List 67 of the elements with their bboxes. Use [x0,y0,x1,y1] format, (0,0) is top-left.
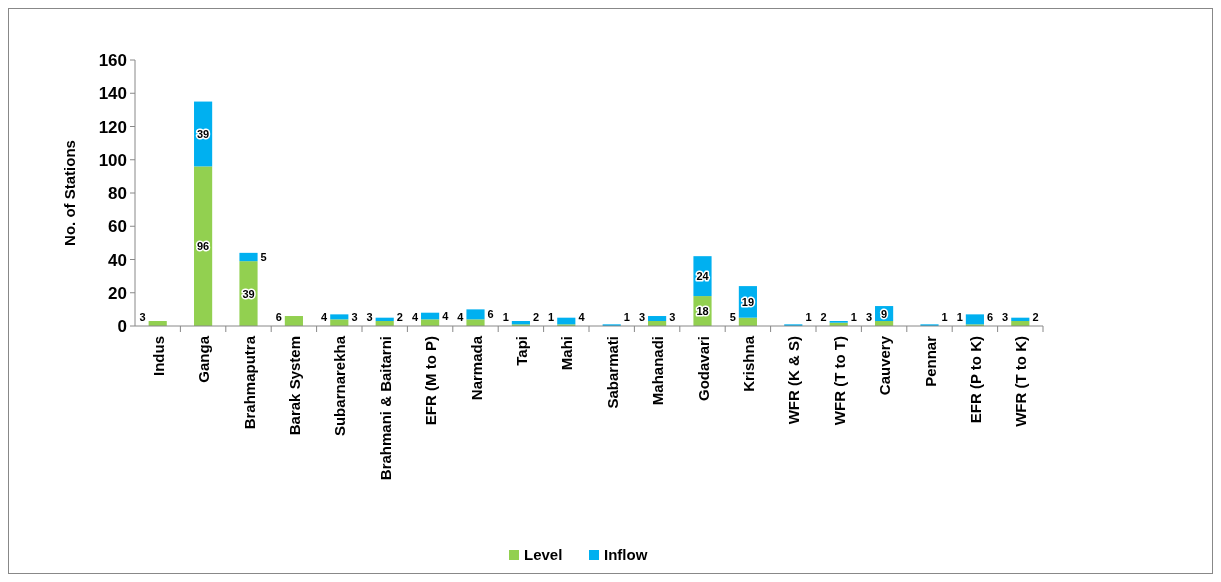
data-label: 9 [881,307,888,320]
y-tick-label: 0 [117,317,127,336]
x-tick-label: Godavari [694,336,712,402]
data-label: 1 [941,311,948,323]
x-tick-label: Brahmani & Baitarni [376,336,394,481]
x-tick-label: Tapi [512,336,530,366]
y-tick-label: 160 [98,51,127,70]
x-tick-label: WFR (K & S) [785,336,803,425]
data-label: 3 [1002,311,1009,323]
data-label: 1 [850,311,857,323]
data-label: 3 [366,311,373,323]
x-tick-label: Barak System [285,336,303,436]
data-label: 6 [275,311,282,323]
x-tick-label: Narmada [467,335,485,401]
data-label: 39 [196,127,210,140]
y-tick-label: 140 [98,84,127,104]
data-label: 2 [532,311,540,323]
x-tick-label: Brahmaputra [240,335,258,430]
data-label: 19 [741,295,755,308]
data-label: 3 [351,310,358,323]
x-tick-label: Indus [149,336,167,376]
x-tick-label: WFR (T to T) [830,336,848,426]
legend-label: Level [524,546,563,563]
y-tick-label: 20 [108,283,127,303]
data-label: 2 [396,311,403,323]
data-label: 5 [729,311,736,323]
data-label: 2 [1032,311,1039,323]
data-label: 1 [548,311,555,323]
data-label: 2 [820,311,827,323]
y-tick-label: 80 [108,184,127,203]
data-label: 6 [487,308,494,321]
x-tick-label: Krishna [739,335,757,392]
data-label: 39 [242,287,255,300]
y-tick-label: 120 [98,117,127,137]
x-tick-label: WFR (T to K) [1012,336,1030,427]
y-tick-label: 40 [108,250,127,270]
data-label: 4 [578,311,586,323]
y-tick-label: 60 [108,217,127,237]
data-label: 18 [696,305,709,318]
data-label: 3 [669,311,676,323]
data-label: 1 [805,311,812,323]
data-label: 4 [457,311,465,323]
y-axis-title: No. of Stations [61,140,78,246]
x-tick-label: Mahi [558,336,576,371]
legend-label: Inflow [604,546,648,563]
data-label: 3 [139,311,146,323]
data-label: 4 [442,310,450,323]
data-label: 96 [196,240,210,253]
data-label: 3 [638,311,646,323]
data-label: 4 [321,311,329,323]
x-tick-label: EFR (P to K) [966,336,984,424]
data-label: 24 [696,270,710,283]
x-tick-label: Cauvery [876,335,894,396]
data-label: 4 [411,311,419,323]
data-label: 1 [502,311,509,323]
data-label: 1 [623,311,630,323]
x-tick-label: Mahanadi [649,336,667,406]
x-tick-label: Subarnarekha [331,335,349,437]
data-label: 1 [956,311,963,323]
x-tick-label: Pennar [921,335,939,387]
data-label: 6 [986,311,994,323]
x-tick-label: Sabarmati [603,336,621,409]
data-label: 3 [865,311,873,323]
x-tick-label: EFR (M to P) [422,336,440,426]
data-label: 5 [260,251,267,264]
y-tick-label: 100 [98,150,127,170]
x-tick-label: Ganga [195,335,213,383]
